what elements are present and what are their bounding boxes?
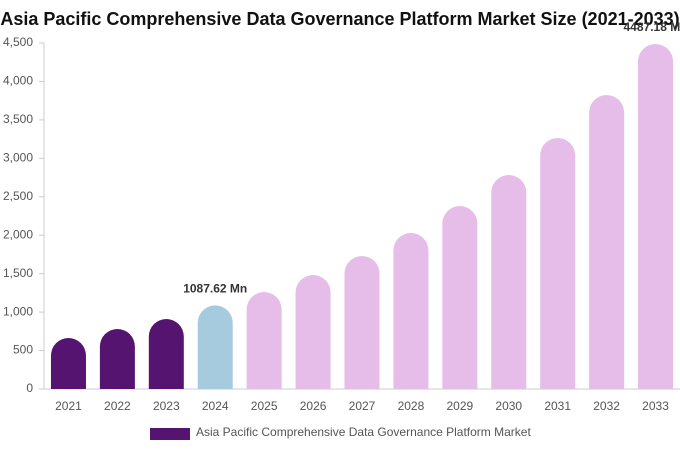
x-tick-label: 2026 <box>300 399 327 413</box>
bar <box>589 95 625 390</box>
y-tick-label: 4,000 <box>3 74 33 88</box>
y-tick-label: 1,500 <box>3 266 33 280</box>
x-tick-label: 2033 <box>642 399 669 413</box>
x-tick-label: 2022 <box>104 399 131 413</box>
bar <box>638 43 674 389</box>
x-tick-label: 2030 <box>495 399 522 413</box>
y-tick-label: 3,500 <box>3 112 33 126</box>
bar <box>197 305 233 389</box>
bar <box>540 138 576 389</box>
bar <box>393 232 429 389</box>
legend-swatch <box>150 428 190 440</box>
bar <box>491 175 527 389</box>
x-tick-label: 2029 <box>446 399 473 413</box>
y-tick-label: 1,000 <box>3 304 33 318</box>
y-tick-label: 2,000 <box>3 227 33 241</box>
y-tick-label: 4,500 <box>3 35 33 49</box>
x-tick-label: 2025 <box>251 399 278 413</box>
bar <box>442 206 478 389</box>
x-tick-label: 2024 <box>202 399 229 413</box>
y-tick-label: 2,500 <box>3 189 33 203</box>
value-label: 1087.62 Mn <box>183 282 247 296</box>
x-tick-label: 2032 <box>593 399 620 413</box>
chart-title: Asia Pacific Comprehensive Data Governan… <box>0 9 679 29</box>
bar <box>344 255 380 389</box>
x-tick-label: 2031 <box>544 399 571 413</box>
bar <box>50 338 86 389</box>
x-tick-label: 2028 <box>398 399 425 413</box>
bar <box>295 275 331 389</box>
y-tick-label: 3,000 <box>3 151 33 165</box>
x-tick-label: 2027 <box>349 399 376 413</box>
legend-label: Asia Pacific Comprehensive Data Governan… <box>196 425 531 439</box>
bar <box>148 319 184 389</box>
bar <box>99 329 135 389</box>
x-tick-label: 2021 <box>55 399 82 413</box>
value-label: 4487.18 Mn <box>624 20 680 34</box>
x-tick-label: 2023 <box>153 399 180 413</box>
y-tick-label: 500 <box>13 343 33 357</box>
bar <box>246 292 282 389</box>
y-tick-label: 0 <box>26 381 33 395</box>
